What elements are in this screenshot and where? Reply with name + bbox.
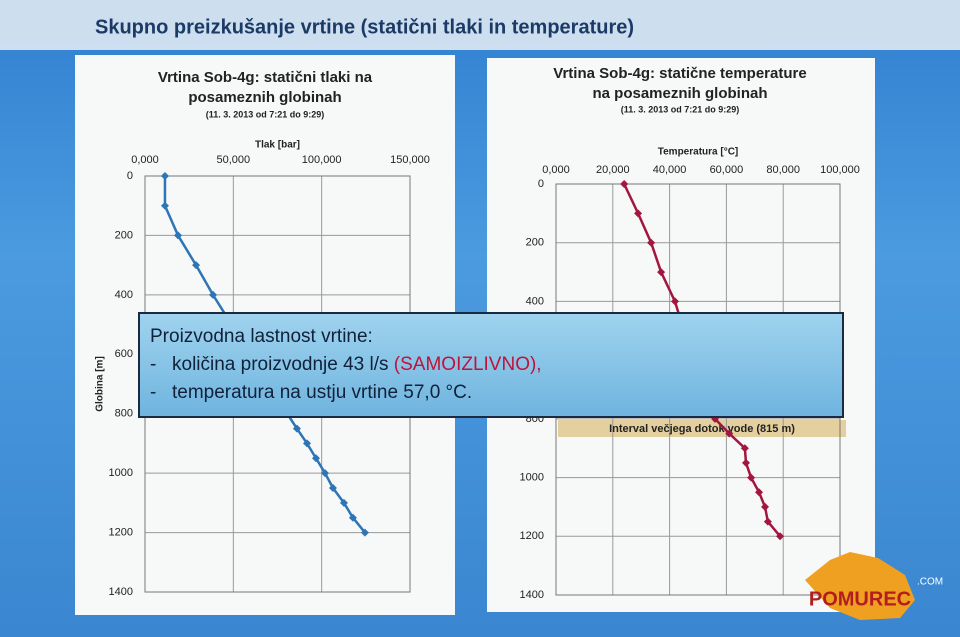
x-tick-label: 100,000 <box>302 154 342 166</box>
marker <box>741 458 750 467</box>
logo-shape <box>805 552 915 620</box>
y-tick-label: 200 <box>115 229 133 241</box>
y-tick-label: 0 <box>538 178 544 190</box>
y-tick-label: 1400 <box>109 586 133 598</box>
y-tick-label: 600 <box>115 348 133 360</box>
logo: POMUREC .COM <box>805 552 943 620</box>
overlay-text: količina proizvodnje 43 l/s <box>172 354 389 375</box>
marker <box>321 469 330 478</box>
marker <box>174 231 183 240</box>
overlay-text: temperatura na ustju vrtine 57,0 °C. <box>172 382 473 403</box>
marker <box>776 532 785 541</box>
y-axis-label: Globina [m] <box>95 356 106 412</box>
marker <box>670 297 679 306</box>
marker <box>192 261 201 270</box>
x-tick-label: 20,000 <box>596 164 630 176</box>
marker <box>339 498 348 507</box>
marker <box>740 444 749 453</box>
x-tick-label: 80,000 <box>766 164 800 176</box>
y-tick-label: 1200 <box>109 526 133 538</box>
y-tick-label: 400 <box>115 289 133 301</box>
chart-title: Vrtina Sob-4g: statični tlaki na <box>158 69 373 86</box>
chart-title: posameznih globinah <box>188 89 341 106</box>
x-tick-label: 50,000 <box>217 154 251 166</box>
overlay-box: Proizvodna lastnost vrtine: - količina pr… <box>138 312 844 418</box>
x-axis-label: Tlak [bar] <box>255 140 300 151</box>
marker <box>725 429 734 438</box>
overlay-line: - količina proizvodnje 43 l/s (SAMOIZLIVN… <box>150 354 832 376</box>
y-tick-label: 1000 <box>109 467 133 479</box>
marker <box>328 484 337 492</box>
bullet: - <box>150 382 157 403</box>
chart-subtitle: (11. 3. 2013 od 7:21 do 9:29) <box>206 109 325 119</box>
x-tick-label: 150,000 <box>390 154 430 166</box>
annotation: Interval večjega dotok vode (815 m) <box>609 423 795 435</box>
marker <box>348 513 357 522</box>
marker <box>360 528 369 537</box>
overlay-highlight: (SAMOIZLIVNO), <box>393 354 542 375</box>
y-tick-label: 400 <box>526 295 544 307</box>
marker <box>763 517 772 526</box>
chart-title: na posameznih globinah <box>592 85 767 102</box>
marker <box>160 172 169 180</box>
annotation-band <box>558 420 846 437</box>
y-tick-label: 1200 <box>520 530 544 542</box>
title-bar <box>0 0 960 50</box>
slide-title: Skupno preizkušanje vrtine (statični tla… <box>95 16 634 38</box>
marker <box>209 290 218 299</box>
marker <box>620 180 629 188</box>
x-tick-label: 0,000 <box>542 164 570 176</box>
marker <box>160 201 169 210</box>
chart-title: Vrtina Sob-4g: statične temperature <box>553 65 806 82</box>
overlay-line: - temperatura na ustju vrtine 57,0 °C. <box>150 382 832 404</box>
marker <box>747 473 756 482</box>
marker <box>647 238 656 247</box>
marker <box>755 488 764 497</box>
marker <box>634 209 643 218</box>
x-axis-label: Temperatura [°C] <box>658 147 739 158</box>
marker <box>657 268 666 277</box>
marker <box>292 424 301 433</box>
marker <box>303 439 312 448</box>
y-tick-label: 1000 <box>520 471 544 483</box>
x-tick-label: 40,000 <box>653 164 687 176</box>
overlay-heading: Proizvodna lastnost vrtine: <box>150 326 373 347</box>
bullet: - <box>150 354 157 375</box>
marker <box>312 454 321 463</box>
x-tick-label: 60,000 <box>710 164 744 176</box>
y-tick-label: 800 <box>115 408 133 420</box>
y-tick-label: 0 <box>127 170 133 182</box>
y-tick-label: 200 <box>526 237 544 249</box>
chart-subtitle: (11. 3. 2013 od 7:21 do 9:29) <box>621 104 740 114</box>
x-tick-label: 100,000 <box>820 164 860 176</box>
x-tick-label: 0,000 <box>131 154 159 166</box>
y-tick-label: 1400 <box>520 589 544 601</box>
logo-name: POMUREC <box>809 588 911 610</box>
marker <box>761 502 770 511</box>
logo-suffix: .COM <box>917 577 943 588</box>
